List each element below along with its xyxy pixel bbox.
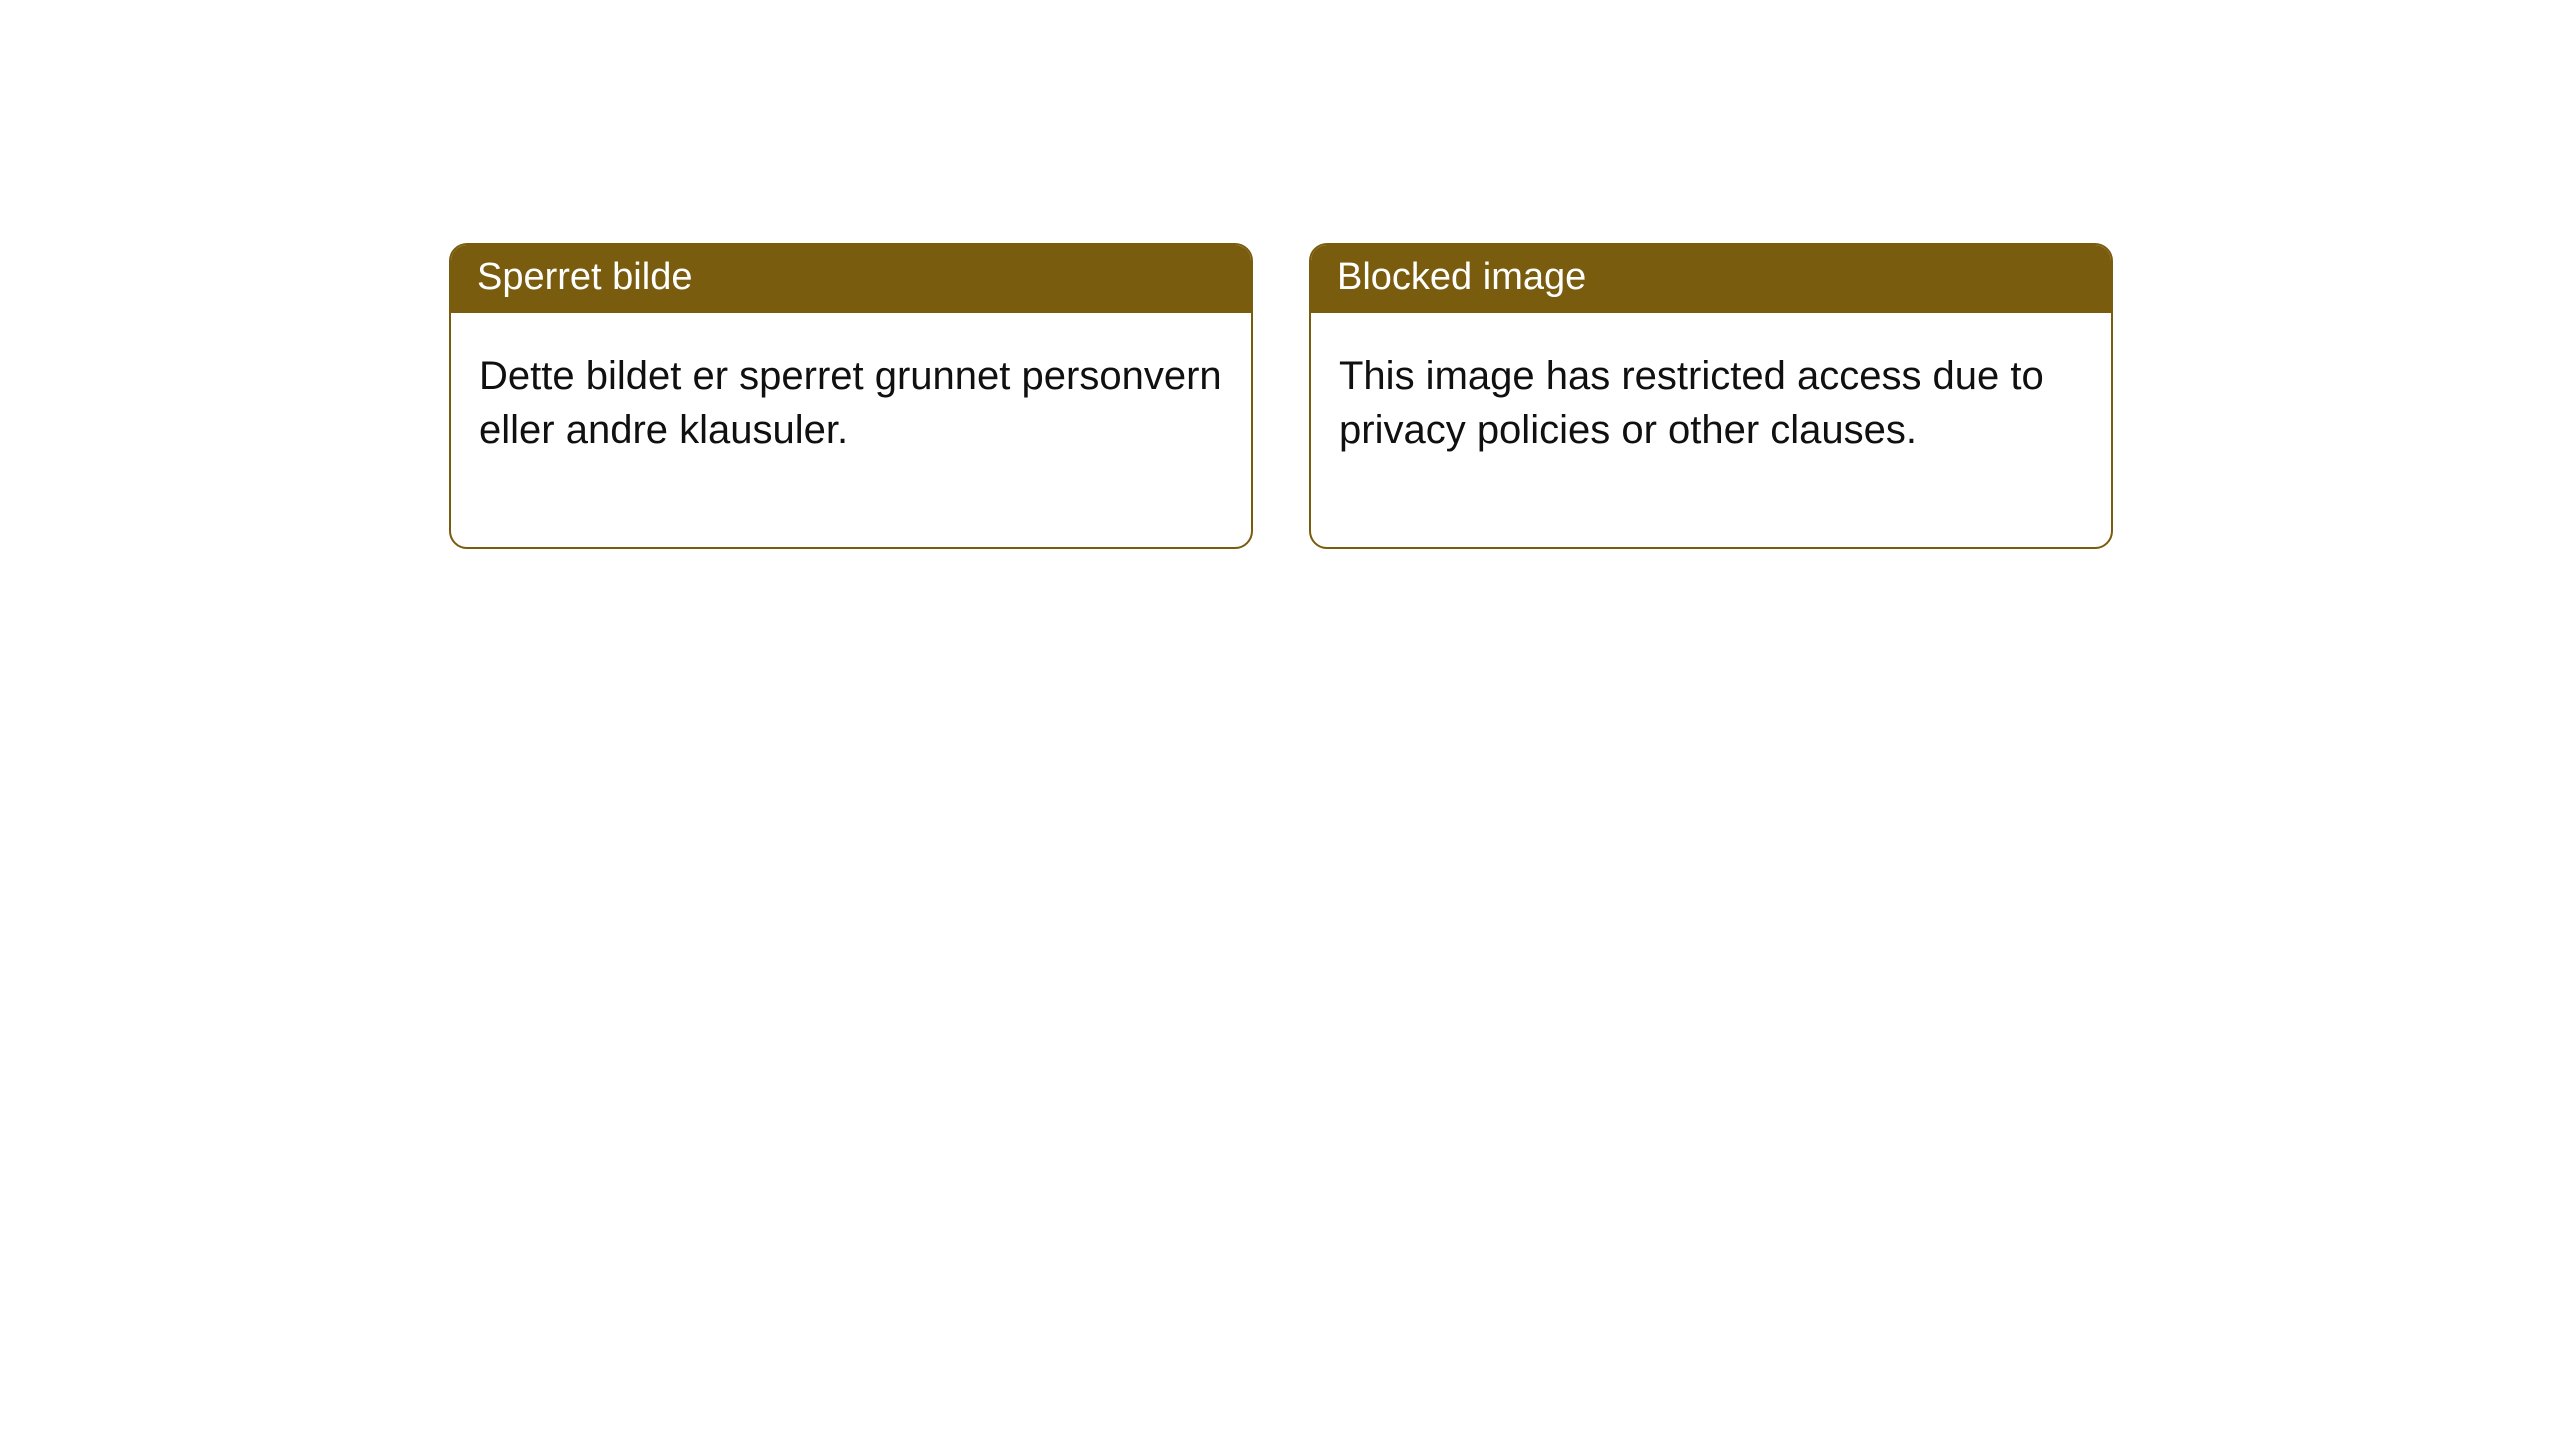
notice-card-english: Blocked image This image has restricted …: [1309, 243, 2113, 549]
notice-title: Blocked image: [1311, 245, 2111, 313]
notice-body: This image has restricted access due to …: [1311, 313, 2111, 547]
notice-body: Dette bildet er sperret grunnet personve…: [451, 313, 1251, 547]
notice-title: Sperret bilde: [451, 245, 1251, 313]
notice-container: Sperret bilde Dette bildet er sperret gr…: [0, 0, 2560, 549]
notice-card-norwegian: Sperret bilde Dette bildet er sperret gr…: [449, 243, 1253, 549]
